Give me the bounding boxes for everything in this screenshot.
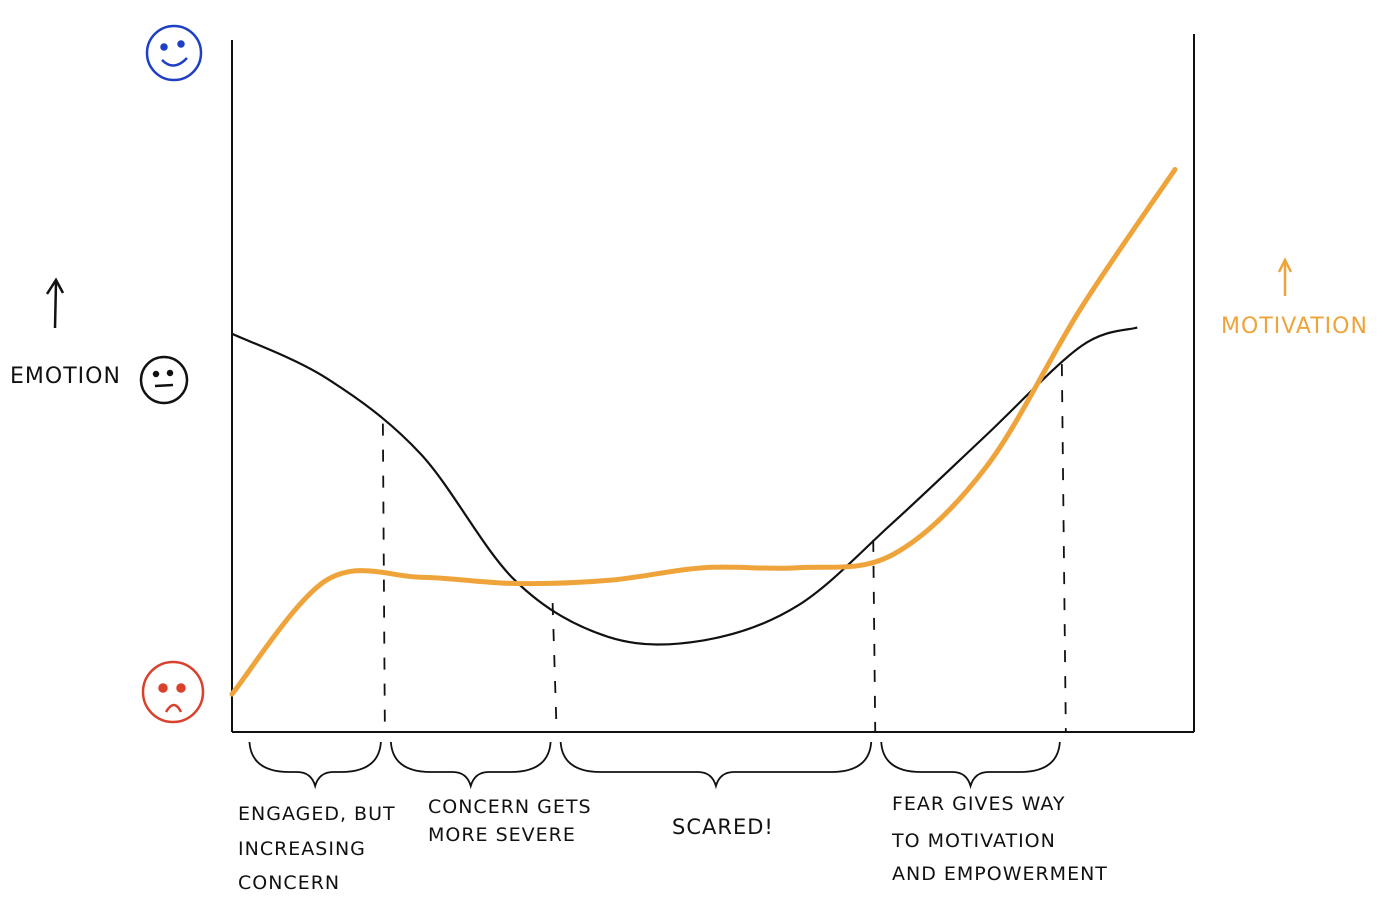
phase-brace xyxy=(389,741,552,790)
motivation-line xyxy=(229,167,1178,697)
sad-face-icon xyxy=(141,660,205,724)
phase-braces xyxy=(248,741,1061,790)
motivation-axis-label: MOTIVATION xyxy=(1221,314,1368,339)
phase-label-concern: CONCERN GETS MORE SEVERE xyxy=(428,796,599,846)
up-arrow-icon xyxy=(45,277,65,329)
phase-boundaries xyxy=(381,364,1067,733)
phase-brace xyxy=(559,741,873,790)
phase-label-engaged: ENGAGED, BUT INCREASING CONCERN xyxy=(238,803,403,894)
phase-label-fear: FEAR GIVES WAY TO MOTIVATION AND EMPOWER… xyxy=(891,793,1108,885)
phase-brace xyxy=(880,741,1061,790)
neutral-face-icon xyxy=(139,355,189,405)
phase-labels: ENGAGED, BUT INCREASING CONCERN CONCERN … xyxy=(238,793,1108,894)
phase-boundary-line xyxy=(872,539,877,733)
phase-boundary-line xyxy=(1060,364,1067,733)
phase-label-scared: SCARED! xyxy=(672,815,774,839)
emotion-axis-label: EMOTION xyxy=(10,364,121,389)
happy-face-icon xyxy=(145,24,203,82)
emotion-line xyxy=(231,326,1138,646)
up-arrow-icon xyxy=(1277,257,1293,296)
phase-boundary-line xyxy=(551,603,558,733)
phase-boundary-line xyxy=(381,423,386,733)
phase-brace xyxy=(248,741,382,790)
